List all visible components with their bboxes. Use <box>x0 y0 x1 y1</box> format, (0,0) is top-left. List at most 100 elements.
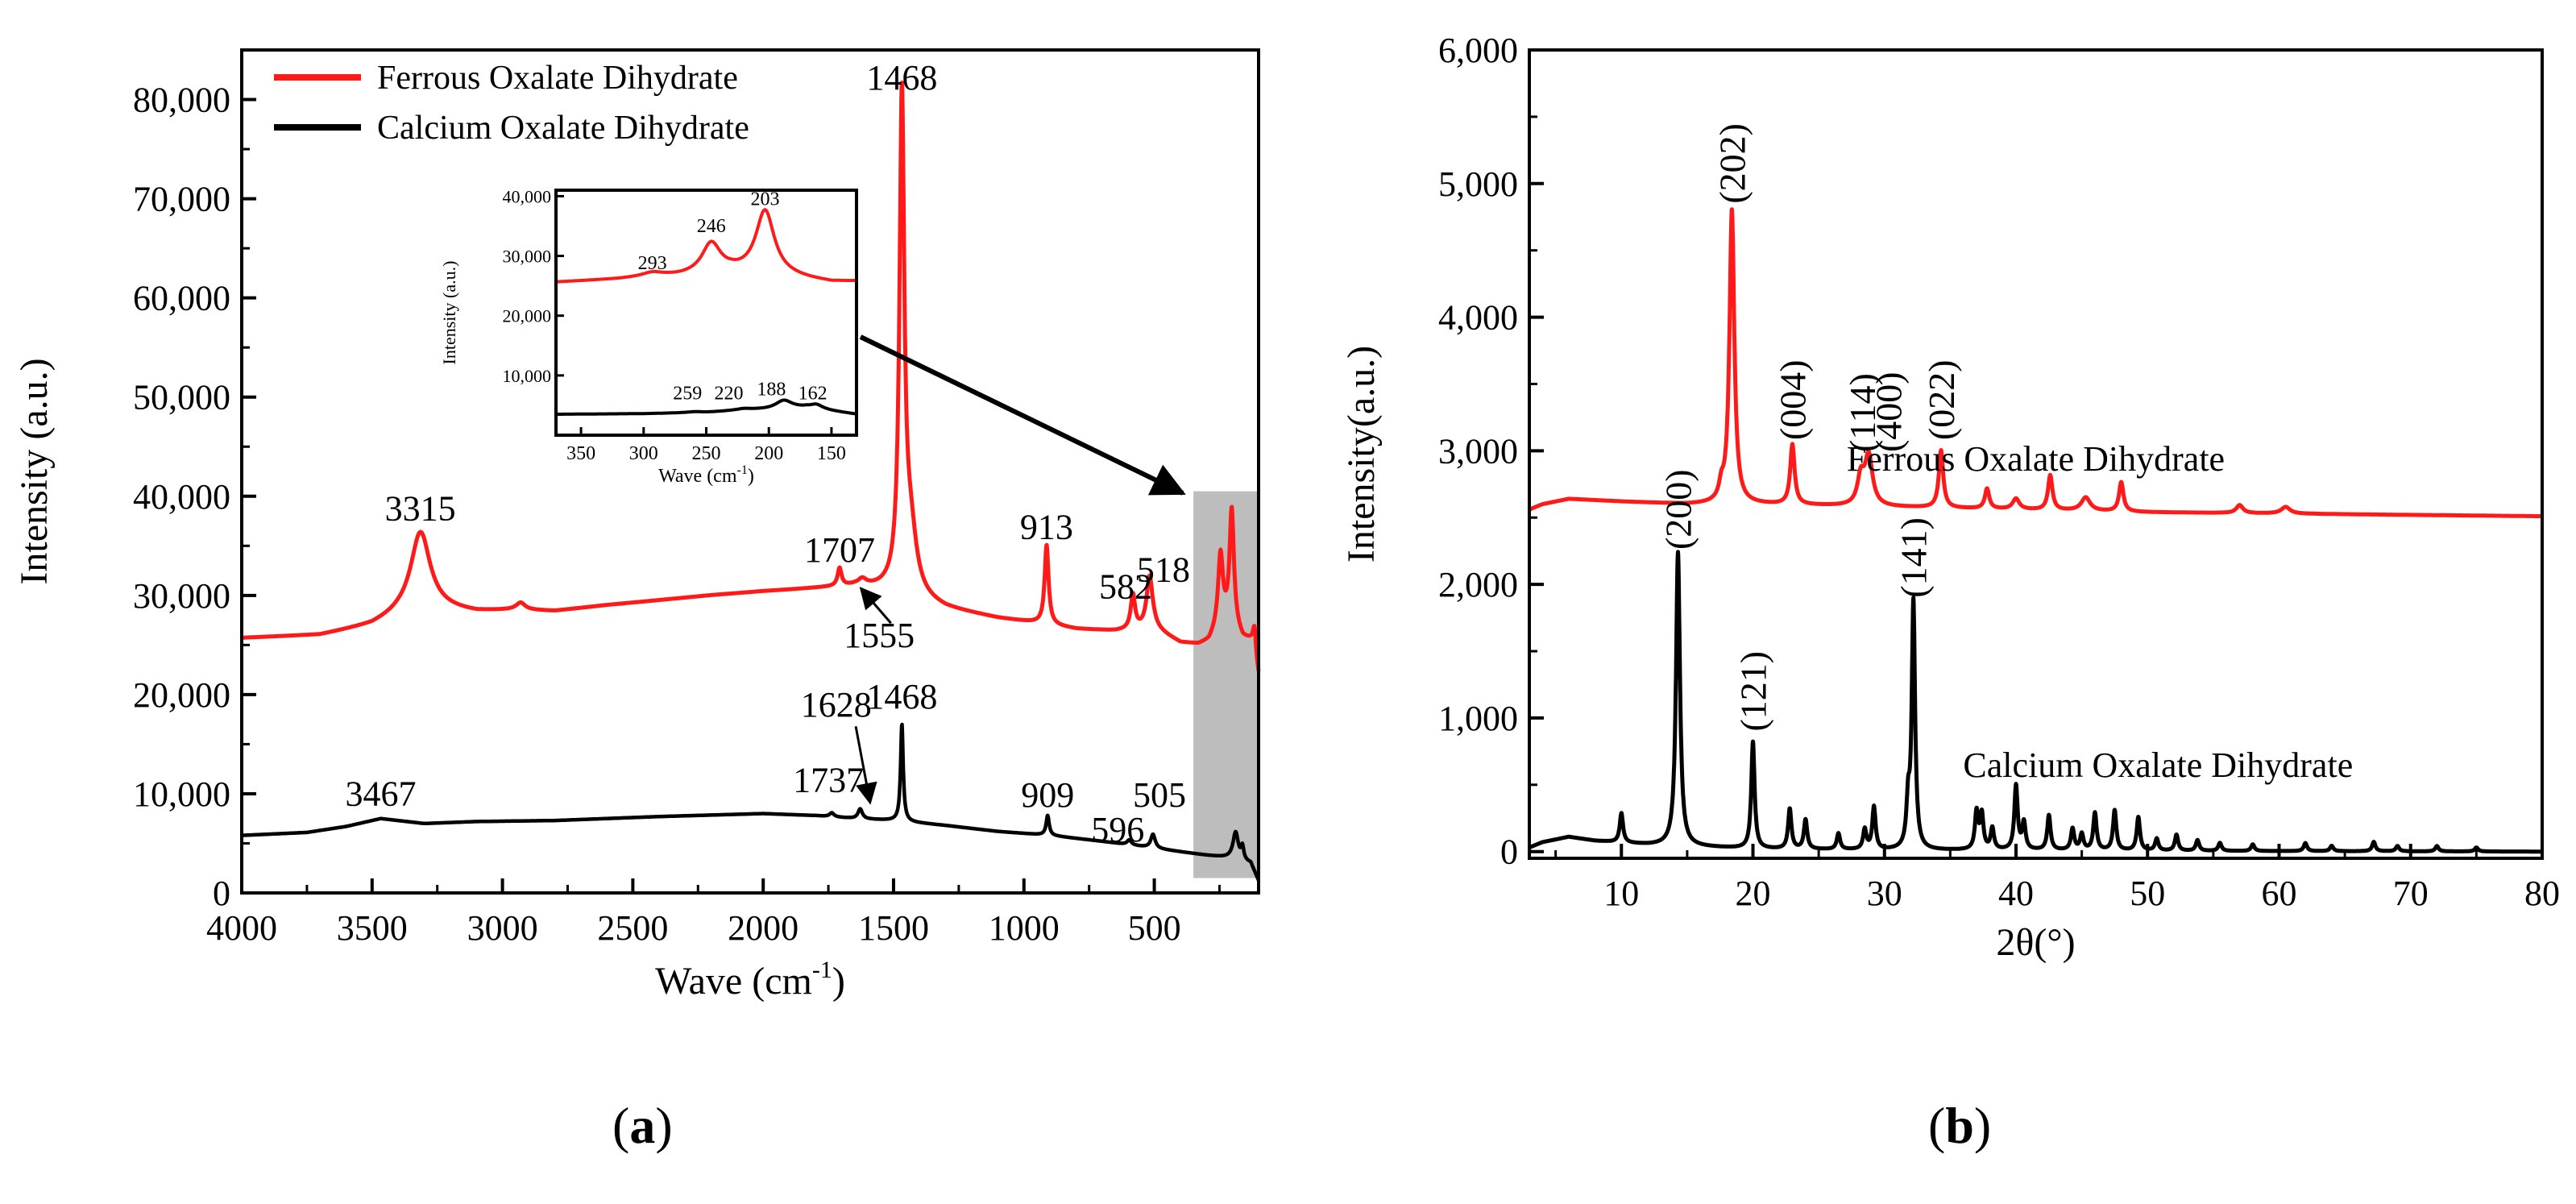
x-tick-label: 3000 <box>467 908 538 948</box>
series-line-ferrous <box>239 81 1261 672</box>
inset-x-axis-title-main: Wave (cm <box>658 466 737 487</box>
x-tick-label: 60 <box>2262 874 2297 913</box>
x-tick-label: 80 <box>2524 874 2560 913</box>
hkl-label: (121) <box>1733 651 1774 732</box>
x-tick-label: 1500 <box>858 908 929 948</box>
inset-x-tick-label: 200 <box>754 443 783 464</box>
x-tick-label: 50 <box>2130 874 2165 913</box>
y-tick-label: 6,000 <box>1438 31 1518 70</box>
inset-x-axis-title-sup: -1 <box>737 463 748 477</box>
xrd-series-line-calcium <box>1527 550 2545 854</box>
arrow-1628 <box>854 725 877 805</box>
inset-x-axis-title-end: ) <box>748 466 754 487</box>
peak-label-ferrous: 582 <box>1099 567 1152 607</box>
y-tick-label: 3,000 <box>1438 431 1518 471</box>
peak-label-ferrous: 518 <box>1137 550 1190 590</box>
inset-y-tick-label: 10,000 <box>503 366 552 386</box>
y-tick-label: 4,000 <box>1438 298 1518 338</box>
y-tick-label: 60,000 <box>133 279 230 318</box>
hkl-label: (004) <box>1772 359 1813 440</box>
inset-y-axis-title: Intensity (a.u.) <box>439 261 459 365</box>
inset-peak-label-calcium: 259 <box>673 384 702 405</box>
x-axis-title: Wave (cm-1) <box>655 957 845 1003</box>
hkl-label: (400) <box>1869 372 1910 452</box>
peak-label-calcium: 1737 <box>793 760 864 799</box>
x-tick-label: 4000 <box>206 908 277 948</box>
peak-label-ferrous: 1468 <box>866 58 937 98</box>
xrd-series-line-ferrous <box>1527 207 2545 519</box>
inset-x-tick-label: 150 <box>817 443 846 464</box>
y-axis-title: Intensity (a.u.) <box>13 358 56 584</box>
peak-label-ferrous: 3315 <box>385 488 456 528</box>
y-tick-label: 2,000 <box>1438 565 1518 604</box>
x-tick-label: 1000 <box>989 908 1060 948</box>
series-line-calcium <box>240 722 1261 882</box>
inset-x-axis-title: Wave (cm-1) <box>658 463 754 487</box>
hkl-label: (114) <box>1842 373 1883 452</box>
panel-label-a-letter: a <box>629 1097 656 1154</box>
inset-peak-label-ferrous: 246 <box>697 216 726 237</box>
inset-peak-label-calcium: 188 <box>757 379 786 400</box>
panel-label-b: (b) <box>1928 1096 1991 1156</box>
y-tick-label: 0 <box>213 874 230 913</box>
peak-label-calcium: 909 <box>1021 775 1074 815</box>
x-axis-title-main: Wave (cm <box>655 960 812 1003</box>
inset-plot: 350 300 250 200 150 10,000 20,000 30,000 40,000 W… <box>439 186 858 487</box>
xrd-series-label: Calcium Oxalate Dihydrate <box>1963 745 2353 785</box>
panel-label-b-close: ) <box>1973 1097 1992 1154</box>
y-tick-label: 50,000 <box>133 378 230 417</box>
inset-x-tick-label: 300 <box>629 443 658 464</box>
y-tick-label: 70,000 <box>133 180 230 219</box>
x-axis-title: 2θ(°) <box>1996 921 2075 964</box>
peak-label-calcium: 1628 <box>801 685 872 724</box>
inset-peak-label-calcium: 162 <box>799 384 828 405</box>
inset-series-ferrous <box>556 208 857 284</box>
hkl-label: (022) <box>1921 359 1962 440</box>
y-tick-label: 1,000 <box>1438 699 1518 738</box>
peak-label-ferrous: 913 <box>1020 508 1073 547</box>
legend-label: Calcium Oxalate Dihydrate <box>377 110 749 147</box>
y-tick-label: 40,000 <box>133 477 230 517</box>
inset-series-calcium <box>556 398 857 416</box>
x-tick-label: 20 <box>1736 874 1771 913</box>
peak-label-ferrous: 1555 <box>844 616 915 655</box>
inset-peak-label-calcium: 220 <box>714 384 743 405</box>
peak-label-calcium: 3467 <box>345 774 416 814</box>
y-tick-label: 5,000 <box>1438 164 1518 204</box>
y-tick-label: 20,000 <box>133 675 230 715</box>
x-tick-label: 3500 <box>337 908 408 948</box>
plot-frame <box>240 48 1260 895</box>
y-tick-label: 0 <box>1500 832 1518 872</box>
inset-y-tick-label: 30,000 <box>503 247 552 267</box>
x-tick-label: 2000 <box>728 908 799 948</box>
inset-peak-label-ferrous: 203 <box>751 189 780 210</box>
x-axis-title-sup: -1 <box>812 957 832 983</box>
xrd-chart: (202) (004) (114)(400) (022)Ferrous Oxalate… <box>1340 31 2560 964</box>
x-tick-label: 30 <box>1867 874 1902 913</box>
xrd-series-label: Ferrous Oxalate Dihydrate <box>1847 439 2225 479</box>
inset-y-tick-label: 20,000 <box>503 306 552 326</box>
x-tick-label: 70 <box>2393 874 2429 913</box>
hkl-label: (200) <box>1657 469 1699 550</box>
highlight-region <box>1193 491 1259 878</box>
panel-label-b-letter: b <box>1945 1097 1974 1154</box>
zoom-arrow <box>859 334 1186 496</box>
x-tick-label: 2500 <box>597 908 668 948</box>
raman-chart: 4000 3500 3000 2500 2000 1500 1000 500 0 10,000 20… <box>13 48 1261 1003</box>
inset-x-tick-label: 250 <box>692 443 721 464</box>
panel-label-a-close: ) <box>655 1097 673 1154</box>
inset-y-tick-label: 40,000 <box>503 186 552 206</box>
arrow-1555 <box>859 587 892 625</box>
inset-peak-label-ferrous: 293 <box>638 253 667 274</box>
y-tick-label: 80,000 <box>133 81 230 120</box>
legend-label: Ferrous Oxalate Dihydrate <box>377 60 738 97</box>
panel-label-a: (a) <box>612 1096 673 1156</box>
inset-x-tick-label: 350 <box>566 443 595 464</box>
y-tick-label: 30,000 <box>133 576 230 616</box>
plot-frame <box>1528 48 2544 860</box>
panel-label-a-open: ( <box>612 1097 630 1154</box>
y-tick-label: 10,000 <box>133 774 230 814</box>
peak-label-ferrous: 1707 <box>804 530 875 570</box>
y-axis-title: Intensity(a.u.) <box>1340 346 1383 563</box>
